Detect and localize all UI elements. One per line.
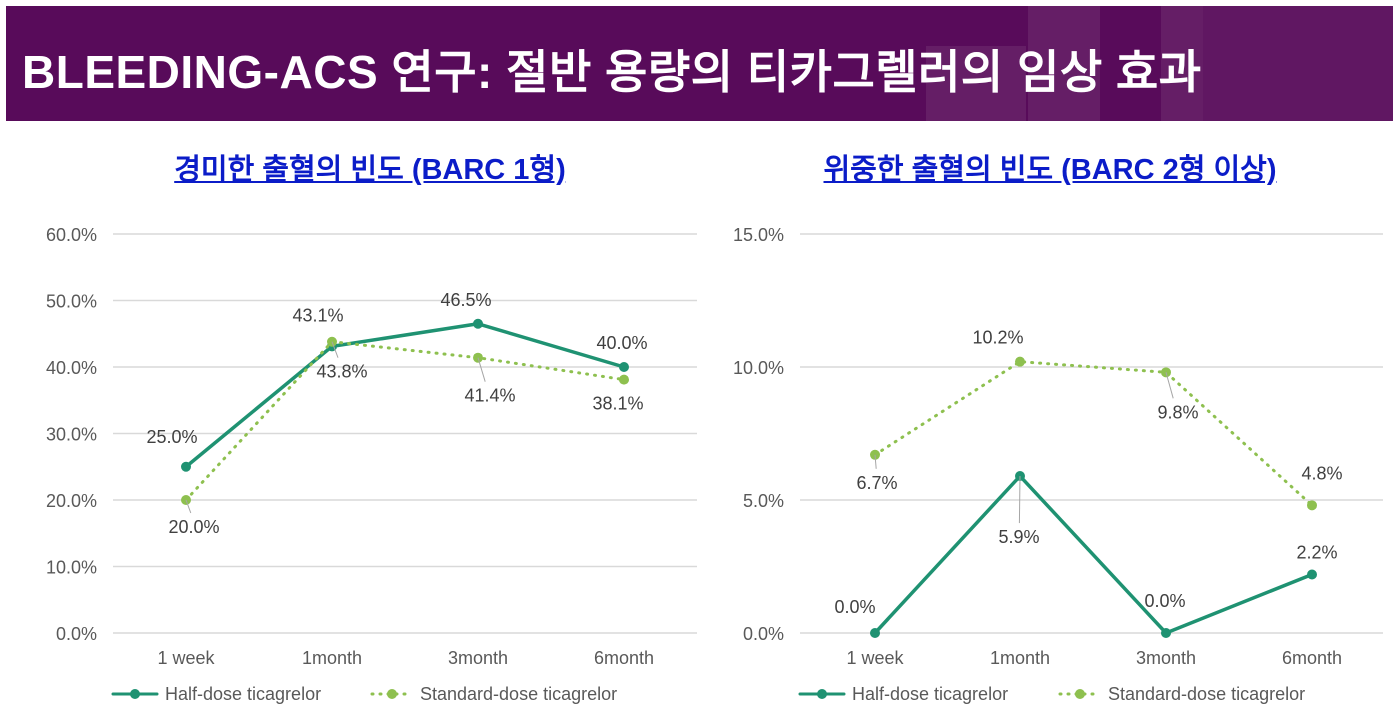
- data-point-half-dose: [181, 461, 191, 472]
- banner-decoration: [1161, 6, 1203, 121]
- series-line-standard-dose: [184, 340, 626, 502]
- y-tick-label: 10.0%: [46, 558, 97, 578]
- leader-line: [874, 454, 877, 469]
- legend-marker: [1075, 689, 1085, 699]
- page-title: BLEEDING-ACS 연구: 절반 용량의 티카그렐러의 임상 효과: [22, 46, 1202, 98]
- banner-decoration: [1203, 6, 1393, 121]
- legend-marker: [817, 689, 827, 699]
- data-label: 38.1%: [592, 394, 643, 414]
- chart-major-bleeding: 0.0% 5.0% 10.0% 15.0% 1 week 1month 3month 6mon…: [733, 225, 1383, 704]
- legend-label: Half-dose ticagrelor: [852, 684, 1008, 704]
- y-tick-label: 40.0%: [46, 358, 97, 378]
- data-label: 43.8%: [316, 362, 367, 382]
- banner-decoration: [1028, 6, 1100, 121]
- data-label: 5.9%: [998, 527, 1039, 547]
- data-label: 20.0%: [168, 517, 219, 537]
- data-label: 25.0%: [146, 427, 197, 447]
- x-tick-label: 6month: [594, 648, 654, 668]
- y-tick-label: 0.0%: [743, 624, 784, 644]
- header-banner: BLEEDING-ACS 연구: 절반 용량의 티카그렐러의 임상 효과: [6, 6, 1393, 121]
- series-line-standard-dose: [873, 360, 1314, 507]
- data-label: 41.4%: [464, 386, 515, 406]
- leader-line: [477, 357, 486, 382]
- data-label: 4.8%: [1301, 463, 1342, 483]
- x-tick-label: 6month: [1282, 648, 1342, 668]
- data-label: 10.2%: [972, 328, 1023, 348]
- legend-marker: [387, 689, 397, 699]
- y-tick-label: 5.0%: [743, 491, 784, 511]
- y-tick-label: 0.0%: [56, 624, 97, 644]
- data-point-standard-dose: [1015, 356, 1025, 367]
- y-tick-label: 15.0%: [733, 225, 784, 245]
- x-tick-label: 1 week: [157, 648, 215, 668]
- chart-title-major-bleeding: 위중한 출혈의 빈도 (BARC 2형 이상): [823, 154, 1277, 186]
- legend-label: Standard-dose ticagrelor: [420, 684, 617, 704]
- data-point-standard-dose: [1307, 500, 1317, 511]
- x-tick-label: 3month: [1136, 648, 1196, 668]
- chart-title-minor-bleeding: 경미한 출혈의 빈도 (BARC 1형): [174, 154, 566, 186]
- data-point-half-dose: [1307, 569, 1317, 580]
- legend-label: Half-dose ticagrelor: [165, 684, 321, 704]
- data-point-half-dose: [619, 362, 629, 372]
- data-label: 43.1%: [292, 305, 343, 325]
- series-line-half-dose: [873, 474, 1314, 635]
- banner-decoration: [926, 46, 1026, 121]
- data-label: 9.8%: [1157, 402, 1198, 422]
- y-tick-label: 60.0%: [46, 225, 97, 245]
- chart-minor-bleeding: 0.0% 10.0% 20.0% 30.0% 40.0% 50.0% 60.0% 1 week…: [46, 225, 697, 704]
- leader-line: [185, 499, 192, 514]
- leader-line: [1165, 372, 1174, 399]
- x-tick-label: 1 week: [846, 648, 904, 668]
- data-point-half-dose: [473, 318, 483, 329]
- legend-marker: [130, 689, 140, 699]
- y-tick-label: 30.0%: [46, 425, 97, 445]
- data-label: 40.0%: [596, 333, 647, 353]
- data-point-half-dose: [870, 628, 880, 638]
- data-point-half-dose: [1161, 628, 1171, 638]
- x-tick-label: 1month: [990, 648, 1050, 668]
- data-label: 0.0%: [834, 597, 875, 617]
- data-label: 46.5%: [440, 290, 491, 310]
- x-tick-label: 3month: [448, 648, 508, 668]
- leader-line: [1018, 476, 1021, 524]
- leader-line: [331, 341, 339, 358]
- y-tick-label: 10.0%: [733, 358, 784, 378]
- data-label: 6.7%: [856, 473, 897, 493]
- data-point-standard-dose: [619, 374, 629, 385]
- legend-label: Standard-dose ticagrelor: [1108, 684, 1305, 704]
- data-label: 2.2%: [1296, 542, 1337, 562]
- series-line-half-dose: [184, 322, 626, 469]
- y-tick-label: 20.0%: [46, 491, 97, 511]
- data-label: 0.0%: [1144, 591, 1185, 611]
- x-tick-label: 1month: [302, 648, 362, 668]
- y-tick-label: 50.0%: [46, 292, 97, 312]
